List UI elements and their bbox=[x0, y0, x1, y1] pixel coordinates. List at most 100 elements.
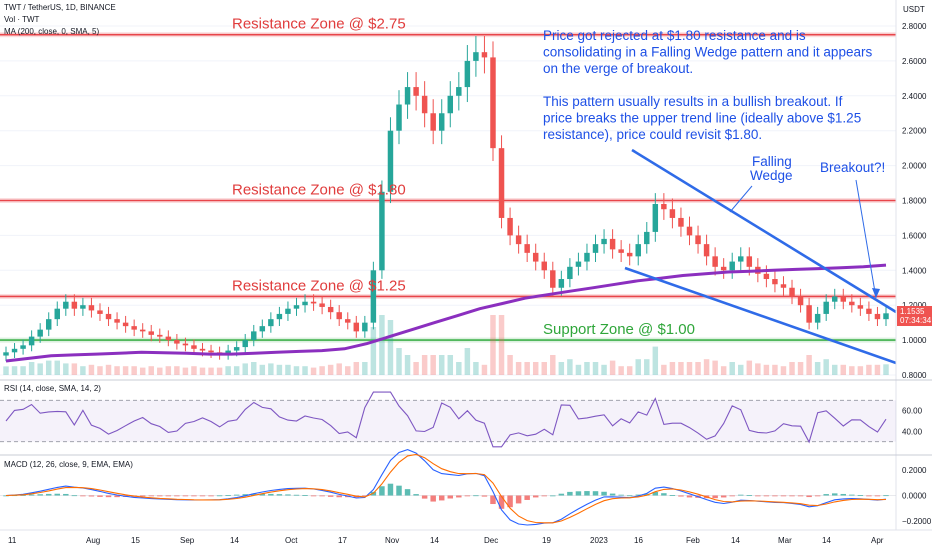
volume-bar bbox=[430, 355, 436, 375]
macd-hist-bar bbox=[114, 495, 120, 498]
candle-body bbox=[567, 266, 573, 280]
price-tick-label: 1.4000 bbox=[902, 266, 927, 275]
volume-bar bbox=[661, 364, 667, 375]
candle-body bbox=[139, 329, 146, 332]
candle-body bbox=[362, 322, 368, 332]
candle-body bbox=[661, 203, 667, 210]
price-scale[interactable]: USDT 2.8000 2.6000 2.4000 2.2000 2.0000 1.800… bbox=[895, 0, 932, 530]
volume-bar bbox=[789, 362, 795, 375]
price-pane[interactable]: Resistance Zone @ $2.75 Resistance Zone @… bbox=[0, 0, 897, 380]
volume-bar bbox=[592, 362, 599, 375]
rsi-ticks: 60.00 40.00 bbox=[902, 407, 923, 437]
breakout-arrow-line bbox=[855, 179, 877, 299]
x-tick-label: 2023 bbox=[590, 536, 608, 545]
candle-body bbox=[695, 235, 701, 245]
candle-body bbox=[404, 87, 411, 105]
volume-bar bbox=[396, 348, 402, 375]
volume-bar bbox=[63, 363, 69, 375]
candle-body bbox=[618, 249, 624, 253]
candle-body bbox=[259, 326, 266, 332]
macd-hist-bar bbox=[755, 495, 761, 497]
candle-body bbox=[71, 301, 78, 309]
volume-bar bbox=[370, 327, 377, 375]
price-tick-label: 0.8000 bbox=[902, 371, 927, 380]
volume-bar bbox=[259, 364, 266, 375]
macd-hist-bar bbox=[71, 495, 78, 497]
macd-hist-bar bbox=[601, 491, 607, 496]
macd-hist-bar bbox=[592, 491, 599, 496]
candle-body bbox=[45, 319, 52, 330]
candle-body bbox=[3, 352, 9, 356]
macd-hist-bar bbox=[20, 495, 26, 496]
volume-bar bbox=[695, 362, 701, 375]
price-tick-label: 1.0000 bbox=[902, 336, 927, 345]
candle-body bbox=[558, 279, 565, 288]
volume-bar bbox=[532, 362, 539, 375]
annotation-line: Price got rejected at $1.80 resistance a… bbox=[543, 28, 806, 43]
macd-hist-bar bbox=[182, 495, 189, 497]
volume-bar bbox=[45, 360, 52, 375]
rsi-line bbox=[5, 391, 887, 448]
macd-hist-bar bbox=[336, 495, 342, 498]
macd-ticks: 0.2000 0.0000 −0.2000 bbox=[902, 466, 932, 526]
volume-bar bbox=[310, 367, 317, 375]
candle-body bbox=[678, 217, 684, 227]
macd-hist-bar bbox=[644, 493, 650, 496]
candle-body bbox=[524, 244, 530, 253]
macd-hist-bar bbox=[558, 493, 565, 496]
macd-line bbox=[5, 449, 887, 526]
volume-bar bbox=[165, 366, 172, 375]
candle-body bbox=[174, 340, 180, 344]
macd-hist-bar bbox=[874, 495, 881, 497]
candle-body bbox=[105, 313, 112, 320]
candle-body bbox=[652, 203, 659, 232]
volume-bar bbox=[387, 320, 394, 375]
macd-hist-bar bbox=[772, 495, 778, 497]
volume-bar bbox=[481, 364, 488, 375]
candle-body bbox=[592, 244, 599, 253]
volume-bar bbox=[438, 355, 445, 375]
candle-body bbox=[438, 113, 445, 131]
macd-hist-bar bbox=[54, 493, 60, 496]
annotation-line: price breaks the upper trend line (ideal… bbox=[543, 111, 861, 126]
volume-bar bbox=[498, 315, 505, 375]
breakout-arrow-head bbox=[872, 288, 880, 298]
price-badge-value: 1.1535 bbox=[900, 307, 925, 316]
volume-bar bbox=[678, 362, 684, 375]
volume-bar bbox=[276, 364, 283, 375]
volume-bar bbox=[464, 348, 471, 375]
macd-hist-bar bbox=[515, 495, 522, 504]
candle-body bbox=[148, 331, 154, 335]
macd-hist-bar bbox=[507, 495, 513, 508]
x-ticks: 11 Aug 15 Sep 14 Oct 17 Nov 14 Dec 19 2023 16 Feb 14 Ma… bbox=[8, 536, 884, 545]
rsi-pane[interactable]: RSI (14, close, SMA, 14, 2) 60.00 40.00 bbox=[0, 379, 932, 448]
volume-bar bbox=[11, 366, 18, 375]
time-axis[interactable]: 11 Aug 15 Sep 14 Oct 17 Nov 14 Dec 19 2023 16 Feb 14 Ma… bbox=[0, 529, 932, 545]
volume-bar bbox=[80, 366, 86, 375]
volume-bar bbox=[755, 363, 761, 375]
macd-hist-bar bbox=[37, 494, 43, 496]
candle-body bbox=[131, 326, 137, 330]
candle-body bbox=[97, 310, 103, 314]
volume-bar bbox=[703, 359, 710, 375]
macd-hist-bar bbox=[797, 495, 804, 497]
macd-hist-bar bbox=[541, 495, 547, 497]
macd-hist-bar bbox=[105, 495, 112, 498]
volume-bar bbox=[319, 366, 325, 375]
breakout-label: Breakout?! bbox=[820, 160, 885, 175]
x-tick-label: 16 bbox=[634, 536, 643, 545]
candle-body bbox=[327, 306, 334, 313]
x-tick-label: 14 bbox=[822, 536, 831, 545]
x-tick-label: Sep bbox=[180, 536, 195, 545]
macd-hist-bar bbox=[421, 495, 428, 499]
macd-pane[interactable]: MACD (12, 26, close, 9, EMA, EMA) 0.2000… bbox=[0, 449, 932, 526]
x-tick-label: Apr bbox=[871, 536, 884, 545]
volume-bar bbox=[635, 359, 641, 375]
macd-hist-bar bbox=[814, 495, 821, 497]
x-tick-label: Feb bbox=[686, 536, 700, 545]
volume-bar bbox=[379, 315, 385, 375]
macd-hist-bar bbox=[268, 493, 274, 496]
macd-hist-bar bbox=[199, 495, 206, 497]
volume-bar bbox=[353, 362, 360, 375]
